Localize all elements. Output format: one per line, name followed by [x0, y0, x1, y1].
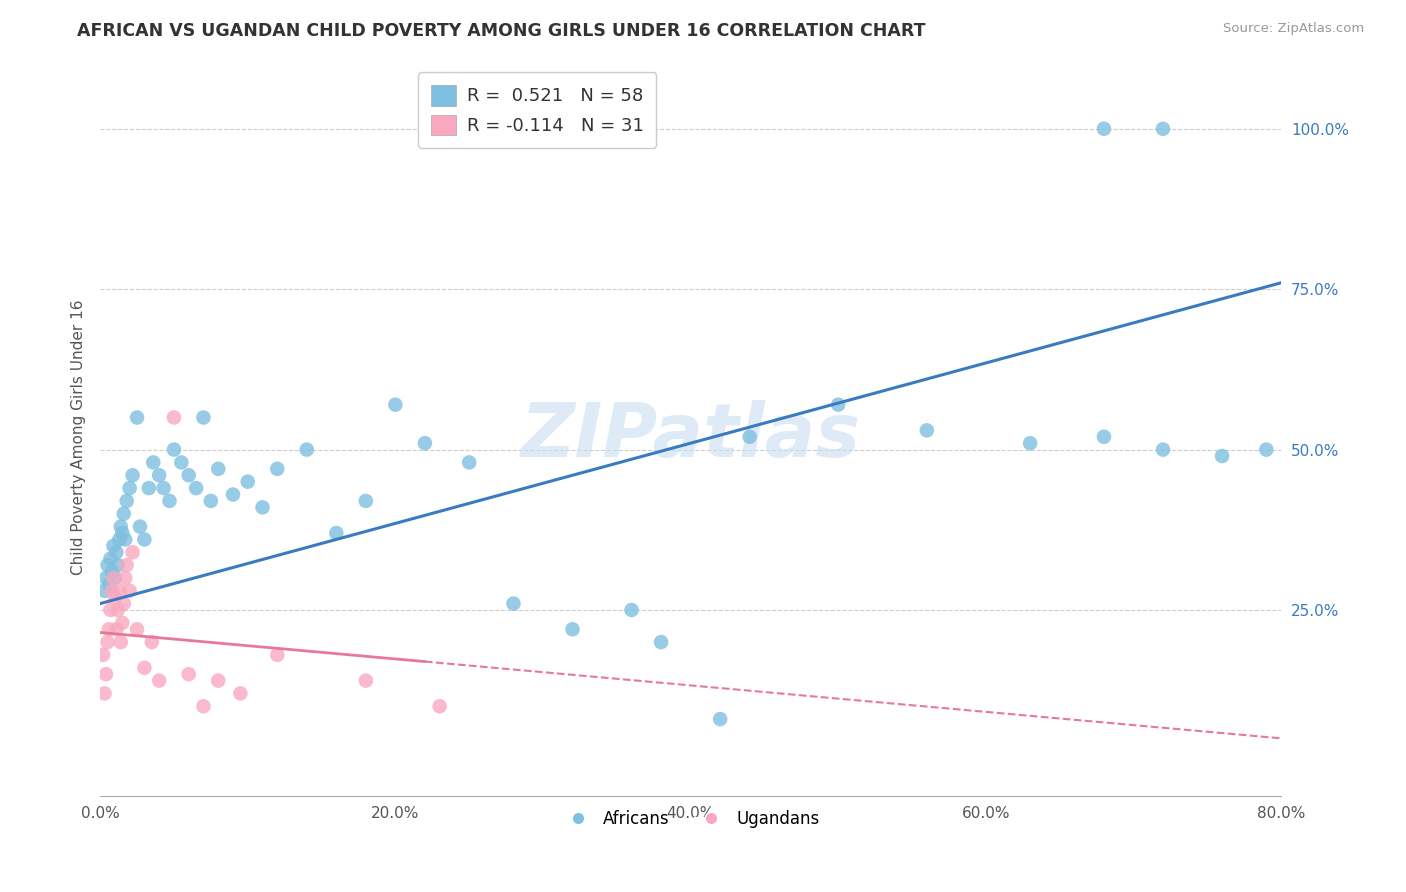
- Point: [115, 494, 138, 508]
- Point: [134, 533, 156, 547]
- Point: [108, 583, 131, 598]
- Point: [502, 597, 524, 611]
- Point: [108, 533, 131, 547]
- Point: [98, 622, 121, 636]
- Point: [1152, 121, 1174, 136]
- Point: [620, 603, 643, 617]
- Point: [100, 603, 122, 617]
- Text: AFRICAN VS UGANDAN CHILD POVERTY AMONG GIRLS UNDER 16 CORRELATION CHART: AFRICAN VS UGANDAN CHILD POVERTY AMONG G…: [77, 22, 925, 40]
- Point: [200, 494, 222, 508]
- Point: [354, 673, 377, 688]
- Point: [105, 622, 128, 636]
- Point: [129, 519, 152, 533]
- Point: [96, 558, 118, 573]
- Point: [98, 577, 121, 591]
- Point: [125, 622, 148, 636]
- Point: [222, 487, 245, 501]
- Point: [134, 661, 156, 675]
- Point: [118, 583, 141, 598]
- Point: [177, 468, 200, 483]
- Point: [91, 648, 114, 662]
- Point: [354, 494, 377, 508]
- Point: [94, 667, 117, 681]
- Point: [101, 583, 124, 598]
- Point: [107, 558, 129, 573]
- Point: [107, 603, 129, 617]
- Point: [295, 442, 318, 457]
- Point: [207, 673, 229, 688]
- Point: [266, 648, 288, 662]
- Point: [266, 462, 288, 476]
- Point: [163, 410, 186, 425]
- Point: [101, 565, 124, 579]
- Point: [229, 686, 252, 700]
- Point: [325, 526, 347, 541]
- Point: [138, 481, 160, 495]
- Point: [148, 673, 170, 688]
- Text: Source: ZipAtlas.com: Source: ZipAtlas.com: [1223, 22, 1364, 36]
- Point: [114, 571, 136, 585]
- Point: [159, 494, 181, 508]
- Point: [125, 410, 148, 425]
- Point: [429, 699, 451, 714]
- Point: [738, 430, 761, 444]
- Point: [915, 423, 938, 437]
- Point: [121, 468, 143, 483]
- Point: [1019, 436, 1042, 450]
- Point: [170, 455, 193, 469]
- Point: [111, 615, 134, 630]
- Point: [650, 635, 672, 649]
- Point: [827, 398, 849, 412]
- Point: [177, 667, 200, 681]
- Point: [121, 545, 143, 559]
- Point: [1092, 430, 1115, 444]
- Point: [96, 635, 118, 649]
- Point: [384, 398, 406, 412]
- Point: [93, 686, 115, 700]
- Point: [110, 519, 132, 533]
- Text: ZIPatlas: ZIPatlas: [520, 401, 860, 474]
- Point: [152, 481, 174, 495]
- Point: [709, 712, 731, 726]
- Point: [236, 475, 259, 489]
- Point: [1256, 442, 1278, 457]
- Point: [458, 455, 481, 469]
- Point: [103, 539, 125, 553]
- Point: [1211, 449, 1233, 463]
- Point: [110, 635, 132, 649]
- Point: [207, 462, 229, 476]
- Point: [105, 545, 128, 559]
- Point: [184, 481, 207, 495]
- Point: [141, 635, 163, 649]
- Point: [100, 551, 122, 566]
- Point: [413, 436, 436, 450]
- Point: [112, 597, 135, 611]
- Point: [1092, 121, 1115, 136]
- Point: [111, 526, 134, 541]
- Point: [148, 468, 170, 483]
- Point: [94, 571, 117, 585]
- Point: [118, 481, 141, 495]
- Point: [561, 622, 583, 636]
- Point: [112, 507, 135, 521]
- Point: [252, 500, 274, 515]
- Point: [1152, 442, 1174, 457]
- Point: [104, 590, 127, 604]
- Y-axis label: Child Poverty Among Girls Under 16: Child Poverty Among Girls Under 16: [72, 299, 86, 574]
- Point: [115, 558, 138, 573]
- Point: [103, 571, 125, 585]
- Point: [93, 583, 115, 598]
- Point: [114, 533, 136, 547]
- Point: [193, 410, 215, 425]
- Point: [104, 571, 127, 585]
- Point: [163, 442, 186, 457]
- Point: [193, 699, 215, 714]
- Legend: Africans, Ugandans: Africans, Ugandans: [555, 803, 827, 835]
- Point: [142, 455, 165, 469]
